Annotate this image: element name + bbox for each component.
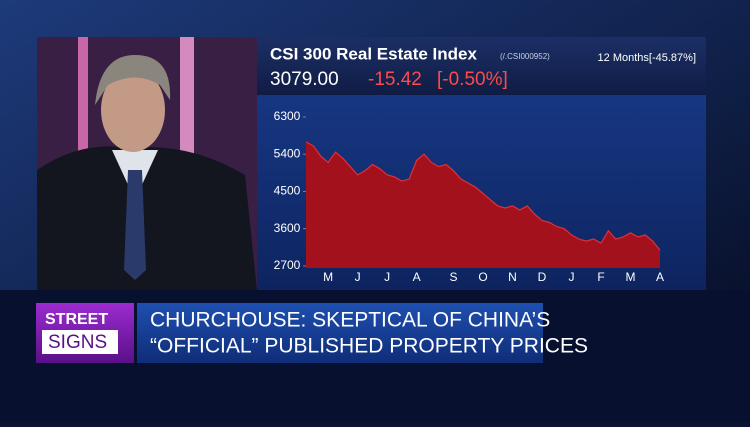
x-tick-label: M [626,270,636,284]
change: -15.42 [368,69,422,90]
change-pct: [-0.50%] [437,69,508,90]
ticker: (/.CSI000952) [500,52,550,61]
show-bottom: SIGNS [48,332,107,353]
headline-line: CHURCHOUSE: SKEPTICAL OF CHINA’S [150,309,550,332]
y-tick-label: 6300 [274,109,301,123]
y-tick-label: 3600 [274,221,301,235]
anchor-hair [95,55,171,105]
x-tick-label: A [413,270,421,284]
y-tick-label: 4500 [274,184,301,198]
x-tick-label: A [656,270,664,284]
x-tick-label: S [449,270,457,284]
anchor-tie [124,170,146,280]
x-tick-label: M [323,270,333,284]
x-tick-label: F [597,270,604,284]
x-tick-label: J [355,270,361,284]
y-tick-label: 2700 [274,258,301,272]
line [305,141,661,251]
show-bottom-bg [42,330,118,354]
headline-box [137,303,543,363]
anchor-head [101,68,165,152]
x-tick-label: O [478,270,487,284]
x-tick-label: J [384,270,390,284]
x-tick-label: N [508,270,517,284]
anchor-suit [37,146,257,290]
x-tick-label: J [569,270,575,284]
period: 12 Months[-45.87%] [598,52,696,64]
y-tick-label: 5400 [274,146,301,160]
headline-line: “OFFICIAL” PUBLISHED PROPERTY PRICES [150,335,588,358]
show-top: STREET [45,311,108,328]
area [306,141,660,268]
chart-header [257,37,706,95]
last-price: 3079.00 [270,69,339,90]
chart-title: CSI 300 Real Estate Index [270,44,477,63]
x-tick-label: D [538,270,547,284]
